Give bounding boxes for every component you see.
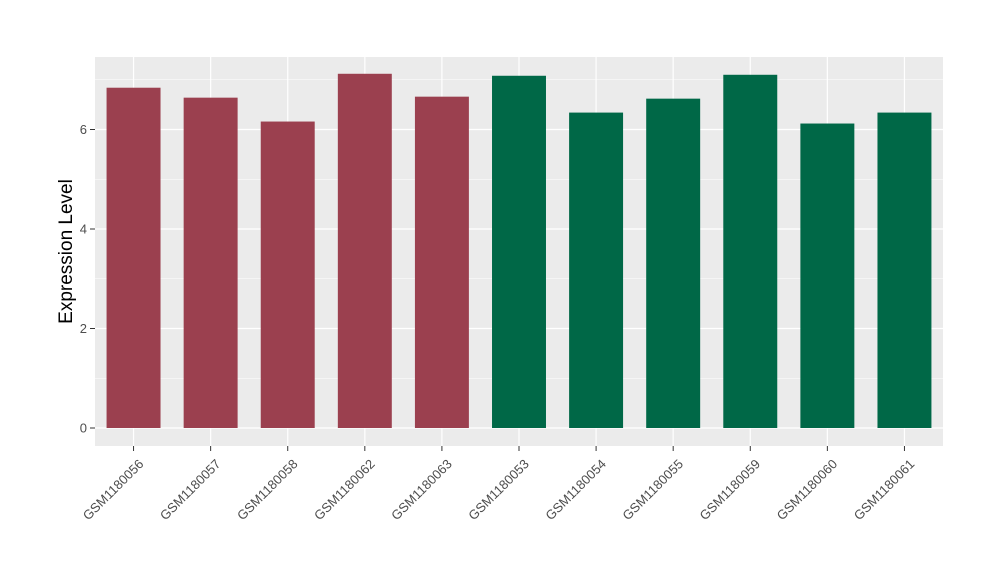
x-tick-label: GSM1180059 xyxy=(697,456,764,523)
x-tick-label: GSM1180060 xyxy=(774,456,841,523)
x-tick-label: GSM1180054 xyxy=(542,456,609,523)
x-tick-label: GSM1180062 xyxy=(311,456,378,523)
bar-GSM1180062 xyxy=(337,73,392,428)
bar-GSM1180056 xyxy=(106,87,161,429)
bar-GSM1180063 xyxy=(414,96,469,428)
y-tick-label: 2 xyxy=(80,321,87,336)
y-tick-label: 0 xyxy=(80,421,87,436)
y-axis: 0 2 4 6 xyxy=(80,122,95,436)
x-tick-label: GSM1180055 xyxy=(619,456,686,523)
bar-GSM1180054 xyxy=(569,112,624,429)
bars xyxy=(106,73,932,429)
x-tick-label: GSM1180056 xyxy=(80,456,147,523)
bar-GSM1180053 xyxy=(492,75,546,429)
y-axis-label: Expression Level xyxy=(56,179,77,324)
bar-GSM1180055 xyxy=(646,98,701,428)
y-tick-label: 4 xyxy=(80,222,87,237)
bar-GSM1180061 xyxy=(877,112,932,429)
x-axis: GSM1180056 GSM1180057 GSM1180058 GSM1180062… xyxy=(80,446,918,523)
bar-GSM1180058 xyxy=(260,121,315,428)
x-tick-label: GSM1180061 xyxy=(851,456,918,523)
x-tick-label: GSM1180053 xyxy=(465,456,532,523)
x-tick-label: GSM1180057 xyxy=(157,456,224,523)
y-tick-label: 6 xyxy=(80,122,87,137)
bar-GSM1180059 xyxy=(723,74,778,429)
x-tick-label: GSM1180063 xyxy=(388,456,455,523)
x-tick-label: GSM1180058 xyxy=(234,456,301,523)
bar-GSM1180057 xyxy=(183,97,238,428)
bar-GSM1180060 xyxy=(800,123,855,428)
